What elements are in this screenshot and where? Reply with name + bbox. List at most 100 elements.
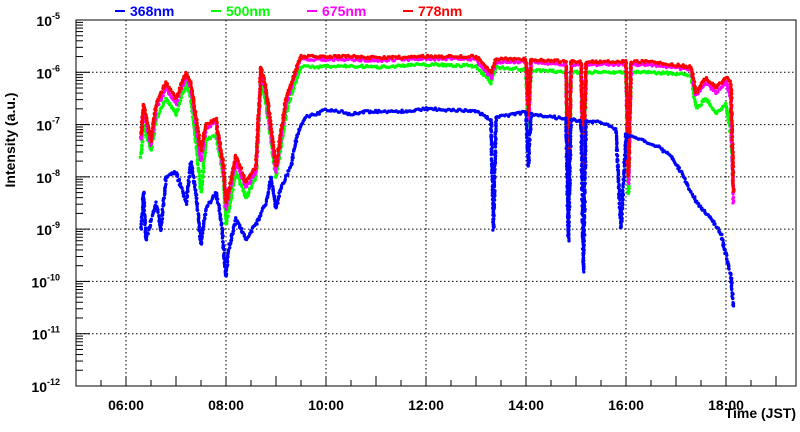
point-368nm bbox=[143, 223, 146, 226]
point-778nm bbox=[627, 155, 630, 158]
point-368nm bbox=[139, 225, 142, 228]
point-368nm bbox=[255, 222, 258, 225]
point-778nm bbox=[268, 112, 271, 115]
point-368nm bbox=[222, 253, 225, 256]
point-500nm bbox=[247, 190, 250, 193]
point-778nm bbox=[202, 135, 205, 138]
point-368nm bbox=[278, 195, 281, 198]
point-368nm bbox=[228, 246, 231, 249]
point-368nm bbox=[164, 183, 167, 186]
point-778nm bbox=[564, 87, 567, 90]
point-778nm bbox=[693, 87, 696, 90]
point-368nm bbox=[185, 203, 188, 206]
point-778nm bbox=[629, 75, 632, 78]
point-778nm bbox=[579, 76, 582, 79]
point-778nm bbox=[625, 87, 628, 90]
point-778nm bbox=[283, 103, 286, 106]
point-778nm bbox=[693, 80, 696, 83]
point-778nm bbox=[564, 60, 567, 63]
point-500nm bbox=[183, 88, 186, 91]
point-500nm bbox=[200, 187, 203, 190]
point-500nm bbox=[172, 109, 175, 112]
point-778nm bbox=[215, 121, 218, 124]
point-778nm bbox=[199, 148, 202, 151]
point-778nm bbox=[217, 137, 220, 140]
point-368nm bbox=[250, 230, 253, 233]
point-368nm bbox=[219, 218, 222, 221]
point-500nm bbox=[724, 102, 727, 105]
point-368nm bbox=[160, 227, 163, 230]
point-368nm bbox=[223, 248, 226, 251]
point-778nm bbox=[528, 86, 531, 89]
point-778nm bbox=[584, 74, 587, 77]
point-500nm bbox=[202, 170, 205, 173]
point-778nm bbox=[569, 79, 572, 82]
point-778nm bbox=[530, 67, 533, 70]
point-778nm bbox=[629, 85, 632, 88]
point-778nm bbox=[627, 148, 630, 151]
point-675nm bbox=[627, 182, 630, 185]
point-778nm bbox=[627, 165, 630, 168]
point-368nm bbox=[190, 160, 193, 163]
point-778nm bbox=[629, 71, 632, 74]
point-778nm bbox=[222, 167, 225, 170]
point-778nm bbox=[256, 121, 259, 124]
point-778nm bbox=[565, 92, 568, 95]
point-778nm bbox=[630, 61, 633, 64]
point-500nm bbox=[201, 175, 204, 178]
point-778nm bbox=[568, 106, 571, 109]
point-778nm bbox=[141, 125, 144, 128]
point-368nm bbox=[217, 209, 220, 212]
point-368nm bbox=[154, 200, 157, 203]
point-368nm bbox=[234, 216, 237, 219]
point-368nm bbox=[192, 176, 195, 179]
point-778nm bbox=[281, 122, 284, 125]
point-500nm bbox=[243, 190, 246, 193]
point-675nm bbox=[225, 208, 228, 211]
point-778nm bbox=[625, 67, 628, 70]
point-778nm bbox=[221, 162, 224, 165]
point-368nm bbox=[204, 213, 207, 216]
point-368nm bbox=[206, 204, 209, 207]
point-500nm bbox=[489, 82, 492, 85]
point-778nm bbox=[626, 94, 629, 97]
series-778nm bbox=[139, 54, 735, 205]
point-368nm bbox=[492, 217, 495, 220]
point-778nm bbox=[255, 145, 258, 148]
point-368nm bbox=[196, 209, 199, 212]
point-778nm bbox=[277, 153, 280, 156]
point-778nm bbox=[565, 95, 568, 98]
point-778nm bbox=[625, 82, 628, 85]
point-778nm bbox=[584, 90, 587, 93]
point-368nm bbox=[264, 203, 267, 206]
point-778nm bbox=[490, 69, 493, 72]
point-778nm bbox=[732, 190, 735, 193]
point-778nm bbox=[279, 133, 282, 136]
point-778nm bbox=[270, 127, 273, 130]
point-368nm bbox=[221, 236, 224, 239]
point-368nm bbox=[197, 225, 200, 228]
point-368nm bbox=[150, 218, 153, 221]
point-368nm bbox=[186, 195, 189, 198]
point-368nm bbox=[161, 217, 164, 220]
point-368nm bbox=[197, 216, 200, 219]
point-778nm bbox=[254, 158, 257, 161]
point-368nm bbox=[143, 208, 146, 211]
point-778nm bbox=[254, 167, 257, 170]
point-368nm bbox=[295, 140, 298, 143]
point-778nm bbox=[257, 101, 260, 104]
point-368nm bbox=[490, 159, 493, 162]
point-675nm bbox=[731, 201, 734, 204]
point-778nm bbox=[152, 116, 155, 119]
point-675nm bbox=[209, 125, 212, 128]
point-778nm bbox=[629, 98, 632, 101]
point-368nm bbox=[226, 263, 229, 266]
point-778nm bbox=[228, 186, 231, 189]
point-368nm bbox=[286, 173, 289, 176]
point-778nm bbox=[528, 96, 531, 99]
point-778nm bbox=[179, 87, 182, 90]
point-368nm bbox=[163, 196, 166, 199]
point-778nm bbox=[283, 107, 286, 110]
point-368nm bbox=[146, 231, 149, 234]
point-778nm bbox=[628, 130, 631, 133]
